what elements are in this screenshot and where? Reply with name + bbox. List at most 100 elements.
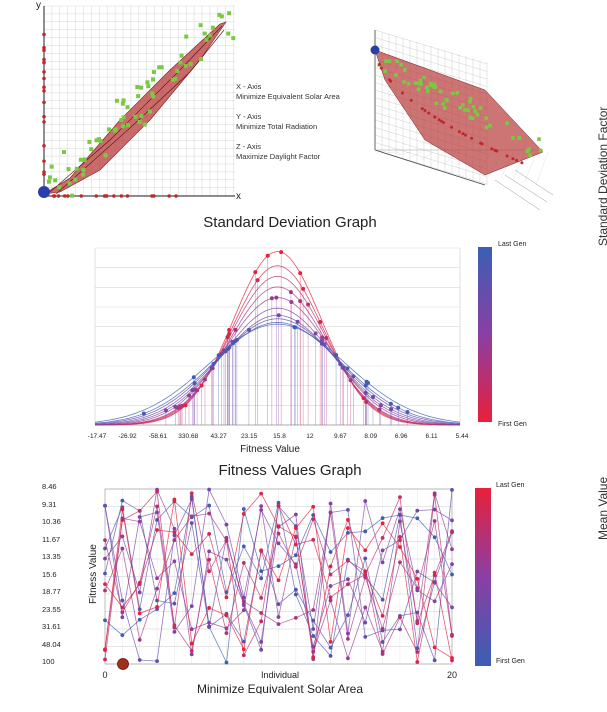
fv-point (311, 634, 316, 638)
pareto-3d-axis-point (409, 98, 413, 102)
fv-point (432, 658, 437, 663)
pareto-2d-axis-point (42, 45, 46, 50)
sd-point (298, 299, 303, 304)
pareto-2d-point (135, 84, 140, 89)
fv-point (103, 657, 107, 662)
fv-point (224, 631, 229, 636)
pareto-2d-point (151, 77, 156, 82)
pareto-2d-point (121, 98, 126, 103)
fv-y-tick: 15.6 (42, 569, 57, 579)
fv-chart: 0 20 Individual Minimize Equivalent Sola… (102, 487, 457, 694)
sd-x-tick: -58.61 (149, 433, 168, 440)
pareto-2d-point (231, 36, 236, 41)
fv-point (207, 549, 211, 554)
sd-x-tick: 12 (306, 433, 314, 440)
fv-point (432, 570, 437, 575)
pareto-2d-point (89, 147, 94, 152)
fv-point (311, 537, 316, 542)
fv-point (137, 515, 142, 519)
fv-point (328, 564, 333, 569)
pareto-2d-point (67, 181, 72, 186)
pareto-3d-point (428, 82, 433, 86)
fv-point (311, 627, 316, 631)
fv-point (207, 569, 211, 574)
pareto-3d-point (403, 68, 407, 72)
pareto-2d-point (183, 64, 188, 69)
fv-y-tick: 18.77 (42, 587, 61, 596)
fv-point (224, 557, 229, 562)
pareto-3d-point (441, 102, 446, 106)
pareto-2d-point (74, 166, 79, 171)
fv-point (207, 557, 211, 562)
pareto-3d-point (417, 81, 421, 86)
fv-point (450, 529, 454, 534)
fv-point (155, 576, 159, 581)
fv-point (207, 487, 211, 492)
fv-point (415, 516, 420, 521)
fv-point (346, 558, 350, 563)
sd-point (371, 394, 376, 399)
fv-y-tick: 31.61 (42, 622, 61, 631)
pareto-3d-point (387, 59, 392, 64)
fv-point (346, 656, 350, 661)
fv-point (450, 605, 454, 610)
fv-point (120, 507, 125, 512)
fv-point (189, 514, 194, 519)
fv-colorbar (475, 488, 491, 666)
fv-xlabel: Individual (261, 670, 299, 680)
fv-point (398, 615, 402, 620)
pareto-3d-axis-point (520, 161, 524, 165)
sd-curve (94, 321, 461, 424)
legend-z-axis: Z - Axis (236, 142, 262, 151)
sd-point (388, 401, 393, 406)
pareto-2d-point (121, 115, 126, 120)
pareto-3d-point (425, 85, 429, 90)
pareto-2d-axis-point (42, 89, 46, 93)
pareto-2d-point (81, 172, 86, 177)
fv-point (276, 541, 281, 546)
fv-point (207, 511, 211, 516)
fv-point (189, 521, 194, 525)
sd-point (313, 331, 318, 336)
sd-point (396, 405, 401, 410)
sd-point (211, 361, 216, 366)
sd-point (306, 302, 311, 307)
pareto-2d-point (136, 94, 141, 99)
sd-point (288, 290, 293, 295)
sd-curve (95, 251, 460, 426)
pareto-2d-point (69, 193, 74, 198)
pareto-2d-point (151, 70, 156, 75)
sd-colorbar-top: Last Gen (498, 241, 527, 248)
fv-point (380, 652, 385, 656)
fv-point (137, 617, 142, 622)
right-label-top: Standard Deviation Factor (596, 106, 607, 246)
fv-point (293, 534, 298, 539)
fv-point (293, 553, 298, 558)
pareto-2d-point (150, 91, 155, 96)
pareto-2d-axis-point (66, 194, 70, 198)
fv-point (276, 524, 281, 529)
fv-point (189, 604, 194, 609)
fv-point (259, 548, 264, 553)
fv-grid (104, 488, 453, 665)
fv-point (172, 526, 177, 531)
sd-x-tick: -17.47 (88, 433, 107, 440)
fv-point (380, 536, 385, 540)
fv-point (103, 582, 107, 587)
pareto-3d-point (488, 123, 492, 128)
pareto-2d-axis-point (42, 85, 46, 90)
fv-point (137, 658, 142, 662)
pareto-2d-axis-point (42, 48, 46, 53)
pareto-3d-point (473, 109, 477, 114)
sd-point (178, 404, 183, 409)
sd-point (364, 379, 369, 384)
pareto-3d-axis-point (457, 130, 461, 134)
fv-point (432, 519, 437, 523)
fv-point (207, 503, 211, 508)
pareto-3d-axis-point (437, 118, 441, 122)
fv-point (346, 507, 350, 512)
fv-point (120, 605, 125, 610)
fv-point (415, 621, 420, 626)
pareto-2d-point (219, 14, 224, 19)
fv-point (276, 531, 281, 536)
